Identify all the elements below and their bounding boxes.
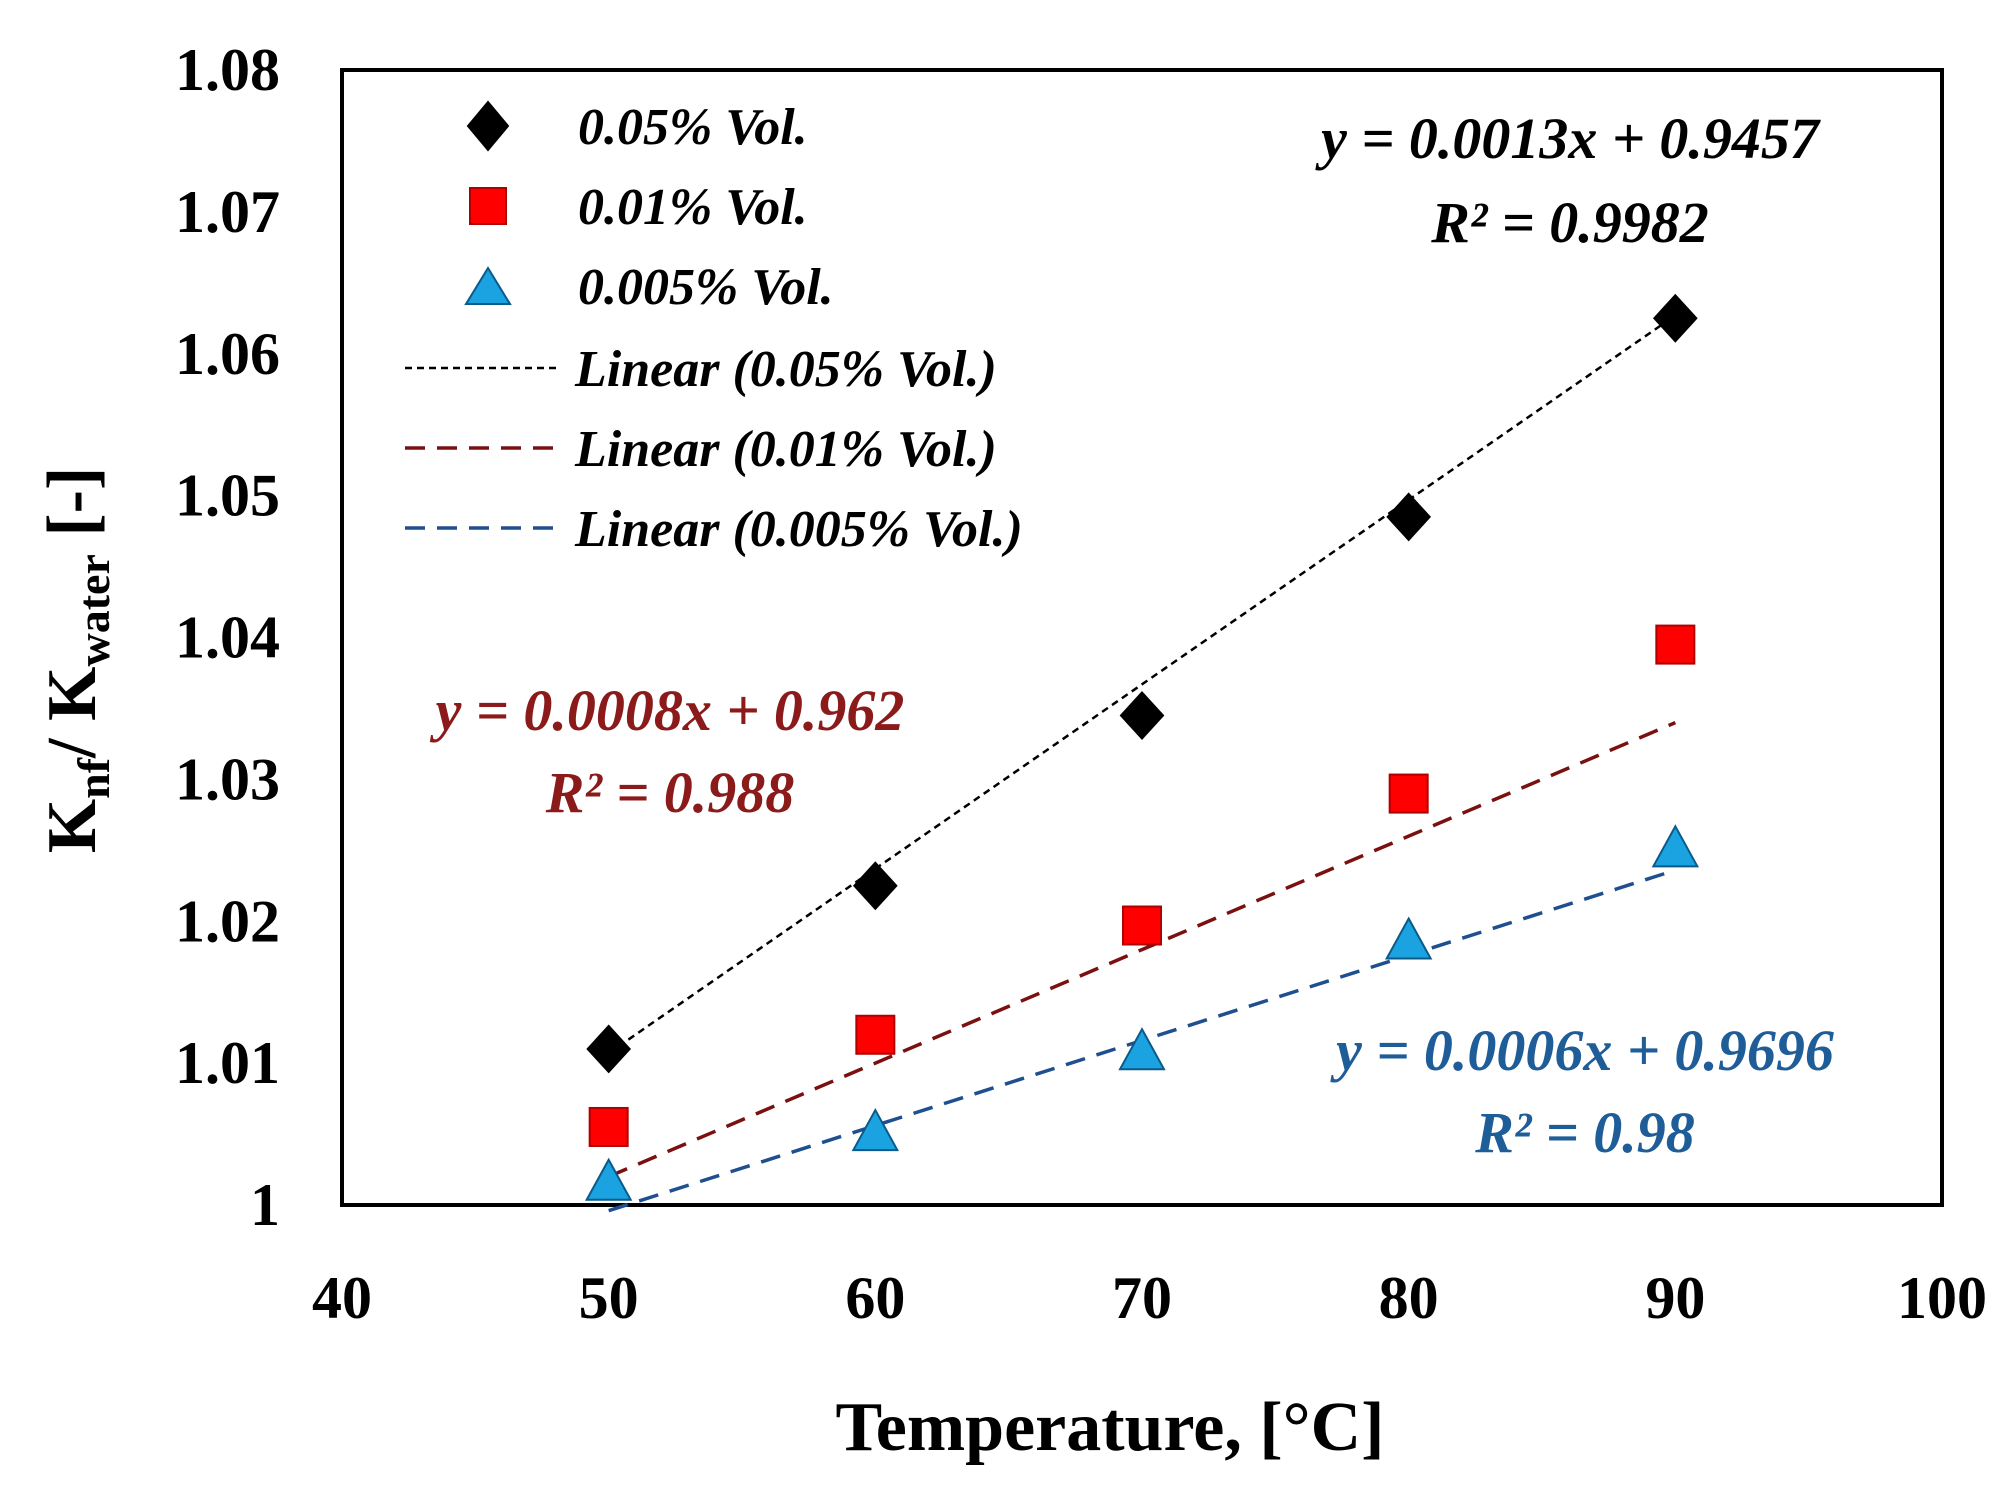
data-point-triangle bbox=[1384, 916, 1433, 960]
data-point-diamond bbox=[1119, 691, 1165, 741]
plot-area-frame bbox=[340, 68, 1944, 1207]
legend-square-marker bbox=[469, 187, 507, 225]
trend-equation: y = 0.0013x + 0.9457 bbox=[1315, 106, 1821, 171]
trendline-1 bbox=[607, 721, 1677, 1179]
data-point-triangle bbox=[1651, 824, 1700, 868]
trend-equation: y = 0.0006x + 0.9696 bbox=[1330, 1018, 1834, 1083]
legend-label: 0.01% Vol. bbox=[578, 179, 808, 236]
equation-annotation-2: y = 0.0006x + 0.9696 R² = 0.98 bbox=[1330, 1018, 1834, 1165]
legend-label: 0.005% Vol. bbox=[578, 259, 834, 316]
legend-entry-3: Linear (0.05% Vol.) bbox=[405, 341, 997, 398]
legend-triangle-marker bbox=[464, 266, 512, 305]
legend-label: Linear (0.01% Vol.) bbox=[574, 421, 997, 478]
x-tick-label: 60 bbox=[845, 1265, 905, 1331]
data-point-diamond bbox=[852, 861, 898, 911]
data-point-diamond bbox=[586, 1024, 632, 1074]
legend-entry-1: 0.01% Vol. bbox=[469, 179, 808, 236]
data-point-diamond bbox=[1386, 492, 1432, 542]
y-tick-label: 1.06 bbox=[175, 321, 280, 387]
data-point-square bbox=[1388, 773, 1429, 814]
x-tick-label: 50 bbox=[579, 1265, 639, 1331]
trendline-0 bbox=[607, 314, 1677, 1055]
y-axis-title-slash: / bbox=[34, 721, 111, 759]
x-tick-label: 40 bbox=[312, 1265, 372, 1331]
x-tick-label: 70 bbox=[1112, 1265, 1172, 1331]
y-tick-labels: 1 1.01 1.02 1.03 1.04 1.05 1.06 1.07 1.08 bbox=[175, 37, 280, 1238]
y-axis-title-k2: K bbox=[34, 667, 111, 721]
y-axis-title-sub-water: water bbox=[68, 554, 119, 666]
data-point-triangle bbox=[1118, 1027, 1166, 1071]
legend-label: Linear (0.005% Vol.) bbox=[574, 501, 1023, 558]
x-tick-label: 90 bbox=[1645, 1265, 1705, 1331]
legend-diamond-marker bbox=[466, 100, 510, 152]
legend-entry-5: Linear (0.005% Vol.) bbox=[405, 501, 1023, 558]
legend-entry-0: 0.05% Vol. bbox=[466, 99, 808, 156]
x-axis-title: Temperature, [°C] bbox=[836, 1389, 1385, 1466]
x-tick-label: 100 bbox=[1897, 1265, 1987, 1331]
trend-r-squared: R² = 0.988 bbox=[545, 760, 795, 825]
x-tick-label: 80 bbox=[1379, 1265, 1439, 1331]
y-axis-title: Knf/ Kwater [-] bbox=[34, 467, 119, 854]
equation-annotation-0: y = 0.0013x + 0.9457 R² = 0.9982 bbox=[1315, 106, 1821, 255]
trend-r-squared: R² = 0.98 bbox=[1474, 1100, 1695, 1165]
trend-r-squared: R² = 0.9982 bbox=[1430, 190, 1709, 255]
y-tick-label: 1.08 bbox=[175, 37, 280, 103]
legend-entry-2: 0.005% Vol. bbox=[464, 259, 834, 316]
data-point-square bbox=[1122, 905, 1162, 946]
data-point-square bbox=[1655, 624, 1696, 665]
marker-layer bbox=[584, 293, 1700, 1201]
data-point-triangle bbox=[851, 1107, 900, 1152]
y-tick-label: 1.07 bbox=[175, 179, 280, 245]
y-tick-label: 1.01 bbox=[175, 1030, 280, 1096]
trend-equation: y = 0.0008x + 0.962 bbox=[430, 678, 905, 743]
y-tick-label: 1.05 bbox=[175, 463, 280, 529]
y-axis-title-unit: [-] bbox=[34, 467, 111, 554]
data-point-square bbox=[855, 1014, 896, 1055]
equation-annotation-1: y = 0.0008x + 0.962 R² = 0.988 bbox=[430, 678, 905, 825]
y-tick-label: 1.03 bbox=[175, 746, 280, 812]
data-point-square bbox=[588, 1106, 629, 1147]
legend: 0.05% Vol. 0.01% Vol. 0.005% Vol. Linear… bbox=[405, 99, 1023, 558]
legend-entry-4: Linear (0.01% Vol.) bbox=[405, 421, 997, 478]
y-tick-label: 1.02 bbox=[175, 888, 280, 954]
y-axis-title-sub-nf: nf bbox=[68, 757, 119, 799]
data-point-triangle bbox=[584, 1157, 633, 1201]
legend-label: Linear (0.05% Vol.) bbox=[574, 341, 997, 398]
y-tick-label: 1.04 bbox=[175, 605, 280, 671]
x-tick-labels: 40 50 60 70 80 90 100 bbox=[312, 1265, 1987, 1331]
y-tick-label: 1 bbox=[250, 1172, 280, 1238]
data-point-diamond bbox=[1652, 293, 1698, 343]
legend-label: 0.05% Vol. bbox=[578, 99, 808, 156]
y-axis-title-k1: K bbox=[34, 799, 111, 853]
